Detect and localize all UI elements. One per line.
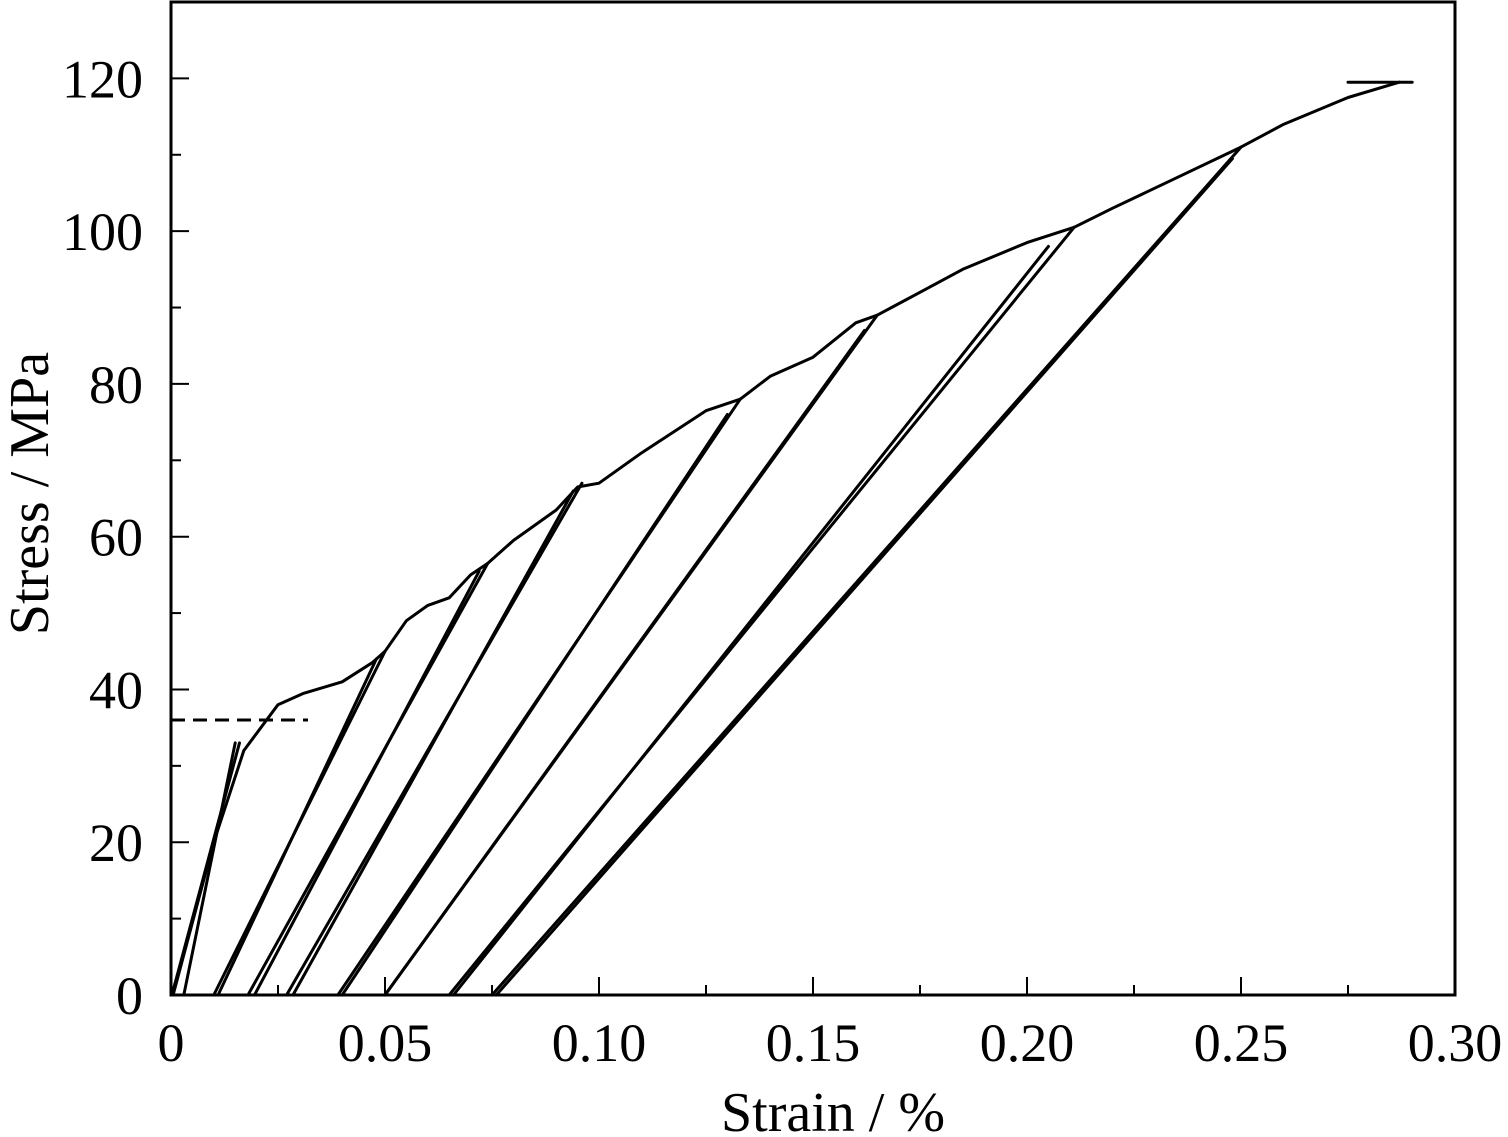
stress-strain-curve-16: [494, 157, 1234, 997]
plot-curves: [170, 80, 1414, 997]
x-tick-label: 0: [158, 1013, 185, 1073]
stress-strain-curve-1: [170, 741, 241, 997]
stress-strain-curve-4: [216, 657, 378, 997]
stress-strain-curve-13: [447, 225, 1076, 997]
y-tick-label: 20: [89, 813, 143, 873]
stress-strain-curve-12: [383, 329, 866, 997]
y-tick-label: 100: [62, 202, 143, 262]
y-axis-ticks: 0 20 40 60 80 100 120: [62, 1, 189, 1026]
x-tick-label: 0.15: [766, 1013, 861, 1073]
stress-strain-curve-2: [182, 741, 237, 997]
stress-strain-curve-8: [291, 489, 575, 997]
x-axis-ticks: 0 0.05 0.10 0.15 0.20 0.25 0.30: [158, 977, 1503, 1073]
stress-strain-curve-0: [171, 80, 1401, 997]
stress-strain-curve-6: [253, 569, 481, 997]
y-tick-label: 120: [62, 49, 143, 109]
x-tick-label: 0.30: [1408, 1013, 1503, 1073]
x-axis-title: Strain / %: [721, 1082, 945, 1137]
y-tick-label: 40: [89, 660, 143, 720]
x-tick-label: 0.05: [338, 1013, 433, 1073]
x-tick-label: 0.20: [980, 1013, 1075, 1073]
x-tick-label: 0.10: [552, 1013, 647, 1073]
plot-frame: [169, 0, 1457, 997]
stress-strain-curve-14: [452, 244, 1050, 997]
stress-strain-curve-10: [340, 413, 729, 997]
y-tick-label: 0: [116, 966, 143, 1026]
y-tick-label: 80: [89, 355, 143, 415]
y-tick-label: 60: [89, 508, 143, 568]
x-tick-label: 0.25: [1194, 1013, 1289, 1073]
y-axis-title: Stress / MPa: [0, 352, 61, 635]
